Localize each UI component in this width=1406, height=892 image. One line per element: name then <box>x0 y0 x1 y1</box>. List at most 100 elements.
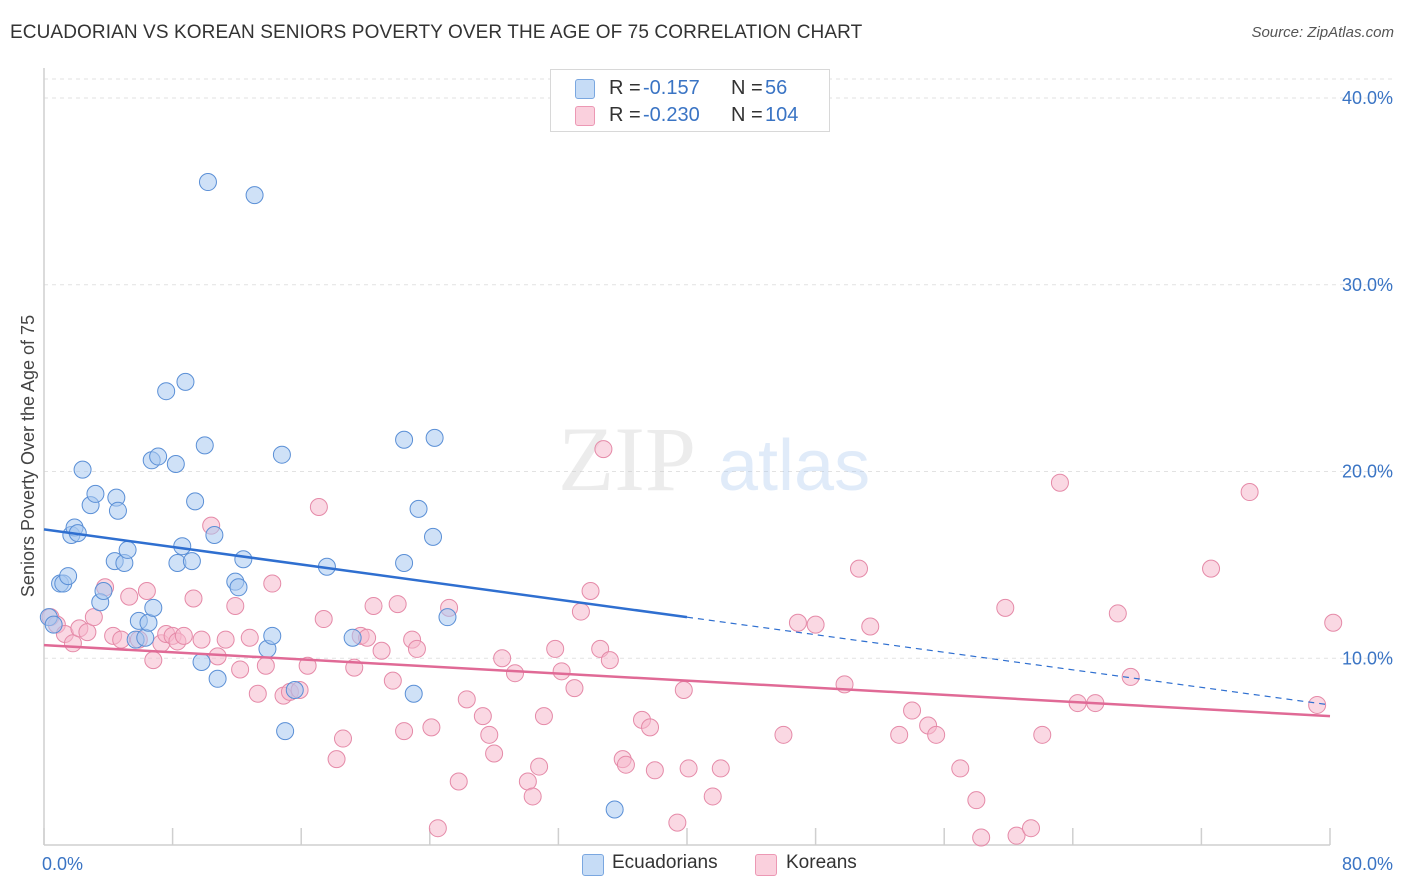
ecuadorian-point <box>139 613 158 632</box>
ecuadorian-point <box>144 598 163 617</box>
korean-point <box>641 718 660 737</box>
legend-r-label: R = <box>609 77 641 99</box>
korean-point <box>600 651 619 670</box>
korean-point <box>788 613 807 632</box>
korean-point <box>581 582 600 601</box>
x-tick-label-max: 80.0% <box>1342 854 1393 874</box>
korean-trend-line <box>43 643 1331 718</box>
ecuadorian-trend-line <box>43 528 688 619</box>
korean-point <box>1121 667 1140 686</box>
korean-point <box>63 634 82 653</box>
ecuadorian-point <box>205 525 224 544</box>
watermark-zip: ZIP <box>558 408 696 510</box>
watermark: ZIP atlas <box>558 408 870 510</box>
ecuadorian-point <box>409 499 428 518</box>
korean-point <box>314 610 333 629</box>
korean-point <box>890 725 909 744</box>
source-label: Source: ZipAtlas.com <box>1251 24 1394 41</box>
korean-point <box>1240 483 1259 502</box>
korean-point <box>298 656 317 675</box>
trend-lines <box>43 528 1331 718</box>
korean-point <box>372 641 391 660</box>
korean-point <box>208 647 227 666</box>
legend-swatch-ecuadorians <box>575 79 595 99</box>
korean-point <box>645 761 664 780</box>
ecuadorian-point <box>424 527 443 546</box>
korean-point <box>518 772 537 791</box>
bottom-legend: Ecuadorians Koreans <box>0 852 1406 878</box>
ecuadorian-points <box>39 173 624 819</box>
ecuadorian-point <box>245 186 264 205</box>
korean-point <box>850 559 869 578</box>
ecuadorian-point <box>166 455 185 474</box>
korean-point <box>774 725 793 744</box>
korean-point <box>480 725 499 744</box>
korean-point <box>903 701 922 720</box>
ecuadorian-point <box>404 684 423 703</box>
ecuadorian-point <box>343 628 362 647</box>
ecuadorian-point <box>192 652 211 671</box>
y-tick-label: 40.0% <box>1342 88 1393 108</box>
korean-point <box>534 707 553 726</box>
ecuadorian-point <box>208 669 227 688</box>
korean-point <box>594 440 613 459</box>
korean-point <box>1202 559 1221 578</box>
legend-r-value: -0.157 <box>643 77 700 99</box>
bottom-legend-ecuadorians: Ecuadorians <box>612 852 718 873</box>
korean-point <box>552 662 571 681</box>
korean-point <box>1324 613 1343 632</box>
korean-point <box>192 630 211 649</box>
korean-point <box>144 651 163 670</box>
korean-point <box>174 626 193 645</box>
korean-point <box>546 639 565 658</box>
ecuadorian-point <box>182 552 201 571</box>
ecuadorian-point <box>395 430 414 449</box>
y-tick-label: 30.0% <box>1342 275 1393 295</box>
korean-point <box>996 598 1015 617</box>
legend-swatch-koreans <box>575 106 595 126</box>
korean-point <box>523 787 542 806</box>
korean-point <box>703 787 722 806</box>
korean-point <box>388 595 407 614</box>
gridlines <box>44 78 1393 659</box>
korean-point <box>120 587 139 606</box>
ecuadorian-point <box>605 800 624 819</box>
korean-point <box>1033 725 1052 744</box>
korean-point <box>327 750 346 769</box>
korean-point <box>231 660 250 679</box>
ecuadorian-point <box>276 722 295 741</box>
y-tick-labels: 10.0% 20.0% 30.0% 40.0% <box>1342 88 1393 668</box>
korean-point <box>184 589 203 608</box>
bottom-legend-swatch-ecuadorians <box>582 854 604 876</box>
korean-point <box>806 615 825 634</box>
korean-point <box>674 680 693 699</box>
ecuadorian-point <box>59 567 78 586</box>
korean-point <box>395 722 414 741</box>
korean-point <box>473 707 492 726</box>
korean-point <box>137 582 156 601</box>
ecuadorian-point <box>44 615 63 634</box>
korean-point <box>565 679 584 698</box>
ecuadorian-point <box>176 372 195 391</box>
bottom-legend-swatch-koreans <box>755 854 777 876</box>
korean-point <box>1007 826 1026 845</box>
korean-point <box>333 729 352 748</box>
korean-point <box>428 819 447 838</box>
korean-point <box>457 690 476 709</box>
ecuadorian-point <box>94 582 113 601</box>
korean-point <box>679 759 698 778</box>
korean-point <box>407 639 426 658</box>
ecuadorian-point <box>285 680 304 699</box>
korean-point <box>951 759 970 778</box>
legend-n-label: N = <box>731 104 763 126</box>
korean-point <box>309 497 328 516</box>
bottom-legend-koreans: Koreans <box>786 852 857 873</box>
y-tick-label: 20.0% <box>1342 462 1393 482</box>
korean-point <box>668 813 687 832</box>
ecuadorian-trend-extension <box>686 616 1331 706</box>
korean-point <box>240 628 259 647</box>
korean-point <box>493 649 512 668</box>
ecuadorian-point <box>157 382 176 401</box>
ecuadorian-point <box>118 540 137 559</box>
korean-point <box>505 664 524 683</box>
